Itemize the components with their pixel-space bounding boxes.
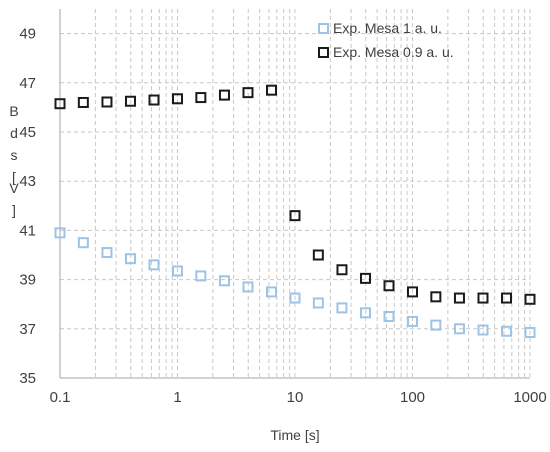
data-point xyxy=(124,253,136,265)
data-point xyxy=(383,311,395,322)
data-point xyxy=(501,325,513,337)
tick-labels: 35 37 39 41 43 45 47 49 0.1 1 10 100 1000 xyxy=(19,26,546,406)
y-tick-label: 45 xyxy=(19,124,36,141)
data-point xyxy=(477,324,489,336)
x-tick-label: 1000 xyxy=(513,389,546,406)
axis-layer xyxy=(59,9,530,379)
data-point xyxy=(312,297,324,309)
y-tick-label: 37 xyxy=(19,321,36,338)
data-point xyxy=(266,84,278,96)
data-point xyxy=(101,96,113,108)
data-point xyxy=(407,315,418,327)
data-point xyxy=(477,292,489,304)
y-tick-label: 49 xyxy=(19,26,36,43)
data-point xyxy=(218,275,230,287)
data-point xyxy=(218,89,230,101)
data-point xyxy=(172,265,183,277)
series-2 xyxy=(54,84,536,305)
y-axis-title-glyph: V xyxy=(9,180,19,196)
data-point xyxy=(289,292,301,304)
data-point xyxy=(77,96,89,108)
data-point xyxy=(124,95,136,107)
data-point xyxy=(289,210,301,222)
data-point xyxy=(407,286,418,298)
y-axis-title-glyph: [ xyxy=(12,169,16,185)
data-point xyxy=(54,98,66,110)
y-axis-title: Bds [V] xyxy=(9,103,19,218)
data-point xyxy=(336,264,348,276)
x-tick-label: 0.1 xyxy=(50,389,71,406)
data-point xyxy=(359,307,371,319)
legend-item-1: Exp. Mesa 1 a. u. xyxy=(318,20,442,36)
legend: Exp. Mesa 1 a. u. Exp. Mesa 0.9 a. u. xyxy=(318,20,454,60)
series-1 xyxy=(54,227,536,338)
x-tick-label: 100 xyxy=(400,389,425,406)
data-point xyxy=(242,87,254,99)
x-tick-label: 1 xyxy=(173,389,181,406)
data-point xyxy=(383,280,395,292)
data-point xyxy=(172,93,183,105)
data-point xyxy=(359,272,371,284)
data-point xyxy=(148,94,160,106)
data-point xyxy=(524,326,536,338)
x-axis-title: Time [s] xyxy=(270,427,319,443)
data-point xyxy=(195,270,207,282)
data-point xyxy=(148,259,160,271)
legend-label: Exp. Mesa 1 a. u. xyxy=(333,20,442,36)
data-point xyxy=(501,292,513,304)
legend-item-2: Exp. Mesa 0.9 a. u. xyxy=(318,44,454,60)
legend-marker xyxy=(318,23,329,34)
data-point xyxy=(54,227,66,239)
data-point xyxy=(195,92,207,104)
y-tick-label: 43 xyxy=(19,173,36,190)
data-point xyxy=(524,293,536,305)
y-axis-title-glyph: B xyxy=(9,103,18,119)
data-point xyxy=(266,286,278,298)
y-axis-title-glyph: s xyxy=(11,147,18,163)
data-point xyxy=(336,302,348,314)
y-tick-label: 41 xyxy=(19,222,36,239)
data-point xyxy=(430,291,442,303)
data-point xyxy=(77,237,89,249)
data-point xyxy=(453,292,465,304)
y-tick-label: 39 xyxy=(19,272,36,289)
grid-layer xyxy=(60,9,531,378)
data-series xyxy=(54,84,536,338)
x-tick-label: 10 xyxy=(287,389,304,406)
data-point xyxy=(453,323,465,335)
legend-label: Exp. Mesa 0.9 a. u. xyxy=(333,44,454,60)
y-tick-label: 35 xyxy=(19,370,36,387)
y-axis-title-glyph: d xyxy=(10,125,18,141)
data-point xyxy=(430,319,442,331)
data-point xyxy=(312,249,324,261)
y-tick-label: 47 xyxy=(19,75,36,92)
legend-marker xyxy=(318,47,329,58)
data-point xyxy=(101,247,113,259)
data-point xyxy=(242,281,254,293)
y-axis-title-glyph: ] xyxy=(12,202,16,218)
